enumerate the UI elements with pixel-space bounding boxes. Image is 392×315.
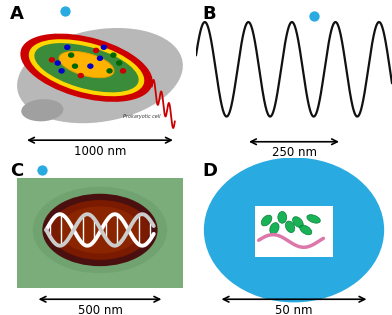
Ellipse shape	[292, 217, 303, 227]
Ellipse shape	[60, 206, 140, 254]
Circle shape	[59, 69, 64, 73]
Ellipse shape	[33, 186, 167, 273]
Ellipse shape	[42, 194, 158, 266]
Ellipse shape	[34, 43, 139, 92]
Ellipse shape	[307, 215, 320, 223]
Text: 1000 nm: 1000 nm	[74, 145, 126, 158]
Circle shape	[49, 58, 54, 62]
Ellipse shape	[50, 200, 150, 260]
Circle shape	[73, 64, 78, 68]
Circle shape	[55, 61, 60, 65]
Circle shape	[65, 45, 70, 49]
Text: C: C	[10, 162, 23, 180]
Bar	[17, 178, 183, 288]
Text: 500 nm: 500 nm	[78, 304, 122, 315]
Circle shape	[204, 158, 384, 302]
Circle shape	[120, 69, 125, 73]
Ellipse shape	[285, 221, 295, 232]
Ellipse shape	[261, 215, 272, 226]
Point	[62, 9, 69, 14]
Circle shape	[88, 64, 93, 68]
Circle shape	[78, 73, 83, 78]
Circle shape	[98, 56, 102, 60]
Circle shape	[94, 48, 99, 52]
Ellipse shape	[300, 225, 312, 235]
Text: A: A	[10, 5, 24, 23]
Ellipse shape	[270, 223, 279, 234]
Circle shape	[107, 69, 112, 73]
Bar	[255, 206, 333, 257]
Ellipse shape	[21, 99, 64, 121]
Ellipse shape	[59, 51, 114, 78]
Circle shape	[117, 61, 122, 65]
Text: Prokaryotic cell: Prokaryotic cell	[123, 114, 161, 119]
Circle shape	[101, 45, 106, 49]
Circle shape	[69, 53, 74, 57]
Text: 50 nm: 50 nm	[275, 304, 313, 315]
Circle shape	[111, 53, 116, 57]
Ellipse shape	[29, 39, 144, 96]
Text: 250 nm: 250 nm	[272, 146, 316, 159]
Point	[310, 13, 317, 18]
Ellipse shape	[20, 34, 152, 102]
Text: D: D	[202, 162, 217, 180]
Point	[39, 168, 45, 173]
Ellipse shape	[278, 211, 287, 223]
Ellipse shape	[17, 28, 183, 123]
Text: B: B	[202, 5, 216, 23]
